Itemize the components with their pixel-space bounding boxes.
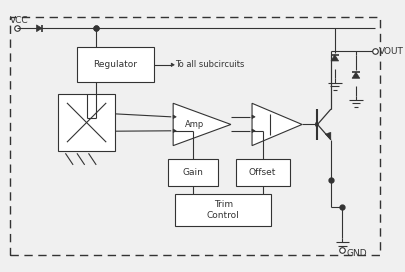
- Polygon shape: [315, 123, 319, 126]
- Bar: [58, 94, 115, 152]
- Polygon shape: [331, 55, 339, 61]
- Text: To all subcircuits: To all subcircuits: [175, 60, 245, 69]
- Polygon shape: [325, 132, 331, 140]
- Text: Gain: Gain: [183, 168, 204, 177]
- Polygon shape: [36, 25, 42, 32]
- Text: Offset: Offset: [249, 168, 276, 177]
- Bar: [236, 159, 290, 186]
- Text: Amp: Amp: [185, 120, 205, 129]
- Polygon shape: [252, 129, 255, 132]
- Polygon shape: [352, 72, 360, 78]
- Bar: [77, 48, 154, 82]
- Polygon shape: [252, 103, 302, 146]
- Polygon shape: [173, 103, 231, 146]
- Text: Regulator: Regulator: [94, 60, 137, 69]
- Text: Trim
Control: Trim Control: [207, 200, 240, 220]
- Polygon shape: [173, 129, 176, 132]
- Bar: [175, 194, 271, 226]
- Bar: [168, 159, 218, 186]
- Polygon shape: [173, 115, 176, 119]
- Polygon shape: [171, 63, 174, 67]
- Text: VOUT: VOUT: [379, 47, 404, 56]
- Text: VCC: VCC: [10, 16, 28, 25]
- Text: GND: GND: [346, 249, 367, 258]
- Polygon shape: [252, 115, 255, 119]
